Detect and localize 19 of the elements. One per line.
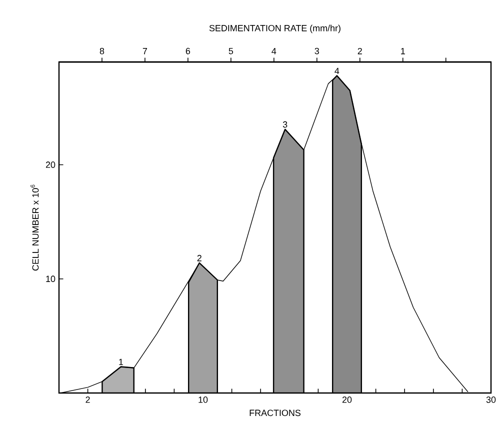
x2-tick-label: 1 xyxy=(401,48,405,54)
x2-axis-title: SEDIMENTATION RATE (mm/hr) xyxy=(209,24,340,34)
x2-tick-label: 4 xyxy=(272,48,276,54)
x2-tick-label: 6 xyxy=(186,48,190,54)
x-tick-label: 20 xyxy=(342,396,352,403)
x-axis-title: FRACTIONS xyxy=(250,410,301,416)
x-tick-label: 10 xyxy=(198,396,208,403)
annotation: 1 xyxy=(119,358,123,366)
x-tick-label: 30 xyxy=(486,396,496,403)
x2-tick-label: 7 xyxy=(142,48,148,54)
x-tick-label: 2 xyxy=(86,396,90,403)
x2-tick-label: 2 xyxy=(358,48,362,54)
annotation: 3 xyxy=(282,121,288,128)
annotation: 4 xyxy=(334,68,340,74)
x2-tick-label: 5 xyxy=(228,48,234,54)
x2-tick-label: 3 xyxy=(314,48,320,54)
x2-tick-label: 8 xyxy=(100,48,104,54)
y-axis-title: CELL NUMBER x 10$^{6}$ xyxy=(30,184,39,271)
annotation: 2 xyxy=(197,254,202,262)
